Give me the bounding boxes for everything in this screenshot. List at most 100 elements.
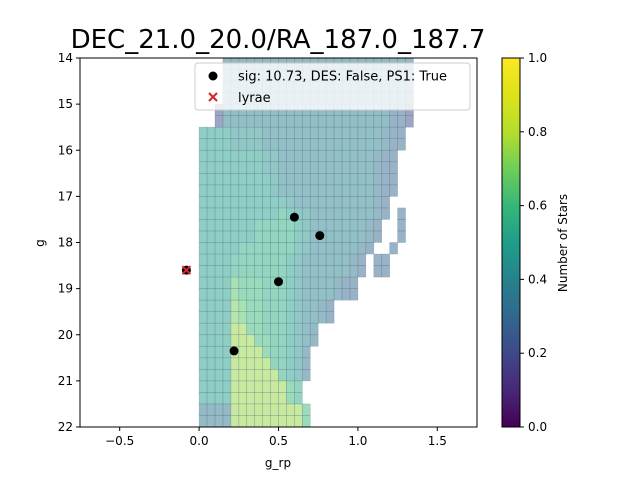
heatmap-cell xyxy=(341,138,351,151)
heatmap-cell xyxy=(309,276,319,289)
heatmap-cell xyxy=(317,242,327,255)
heatmap-cell xyxy=(222,299,232,312)
heatmap-cell xyxy=(302,138,311,151)
heatmap-cell xyxy=(262,242,271,255)
heatmap-cell xyxy=(254,230,263,243)
heatmap-cell xyxy=(262,357,271,370)
heatmap-cell xyxy=(206,357,216,370)
heatmap-cell xyxy=(278,149,287,163)
heatmap-cell xyxy=(246,196,255,209)
heatmap-cell xyxy=(222,403,232,416)
heatmap-cell xyxy=(238,253,248,266)
heatmap-cell xyxy=(365,184,375,197)
heatmap-cell xyxy=(302,230,311,243)
heatmap-cell xyxy=(349,138,359,151)
heatmap-cell xyxy=(206,196,216,209)
heatmap-cell xyxy=(278,299,287,312)
heatmap-cell xyxy=(373,126,383,140)
heatmap-cell xyxy=(365,242,375,255)
heatmap-cell xyxy=(278,380,287,393)
heatmap-cell xyxy=(214,184,224,197)
x-stroke xyxy=(181,265,192,275)
colorbar-tick-label: 1.0 xyxy=(528,51,547,65)
heatmap-cell xyxy=(254,149,263,163)
heatmap-cell xyxy=(278,253,287,266)
heatmap-cell xyxy=(302,184,311,197)
heatmap-cell xyxy=(262,253,271,266)
heatmap-cell xyxy=(389,184,398,197)
heatmap-cell xyxy=(254,253,263,266)
heatmap-cell xyxy=(254,138,263,151)
heatmap-cell xyxy=(214,149,224,163)
heatmap-cell xyxy=(254,173,263,186)
heatmap-cell xyxy=(222,288,232,301)
heatmap-cell xyxy=(222,161,232,174)
heatmap-cell xyxy=(246,115,255,128)
heatmap-cell xyxy=(349,173,359,186)
heatmap-cell xyxy=(214,380,224,393)
heatmap-cell xyxy=(278,415,287,427)
heatmap-cell xyxy=(198,196,208,209)
heatmap-cell xyxy=(286,311,295,324)
heatmap-cell xyxy=(349,184,359,197)
heatmap-cell xyxy=(278,369,287,382)
heatmap-cell xyxy=(397,219,406,232)
heatmap xyxy=(198,58,414,427)
heatmap-cell xyxy=(222,242,232,255)
heatmap-cell xyxy=(230,276,240,289)
heatmap-cell xyxy=(302,334,311,347)
heatmap-cell xyxy=(238,242,248,255)
heatmap-cell xyxy=(198,299,208,312)
heatmap-cell xyxy=(286,334,295,347)
heatmap-cell xyxy=(230,392,240,405)
heatmap-cell xyxy=(333,149,343,163)
heatmap-cell xyxy=(254,415,263,427)
heatmap-cell xyxy=(341,219,351,232)
heatmap-cell xyxy=(357,265,367,278)
heatmap-cell xyxy=(365,173,375,186)
legend: sig: 10.73, DES: False, PS1: True lyrae xyxy=(194,62,471,111)
heatmap-cell xyxy=(222,276,232,289)
heatmap-cell xyxy=(278,265,287,278)
heatmap-cell xyxy=(254,219,263,232)
heatmap-cell xyxy=(349,219,359,232)
heatmap-cell xyxy=(198,161,208,174)
heatmap-cell xyxy=(294,311,303,324)
heatmap-cell xyxy=(254,392,263,405)
heatmap-cell xyxy=(262,334,271,347)
heatmap-cell xyxy=(254,196,263,209)
heatmap-cell xyxy=(222,115,232,128)
heatmap-cell xyxy=(341,288,351,301)
heatmap-cell xyxy=(294,334,303,347)
heatmap-cell xyxy=(270,230,279,243)
heatmap-cell xyxy=(333,115,343,128)
heatmap-cell xyxy=(198,357,208,370)
heatmap-cell xyxy=(214,288,224,301)
heatmap-cell xyxy=(286,369,295,382)
heatmap-cell xyxy=(325,184,335,197)
heatmap-cell xyxy=(246,184,255,197)
data-point xyxy=(315,231,325,241)
heatmap-cell xyxy=(238,380,248,393)
heatmap-cell xyxy=(397,230,406,243)
heatmap-cell xyxy=(206,322,216,336)
heatmap-cell xyxy=(254,126,263,140)
heatmap-cell xyxy=(278,345,287,359)
heatmap-cell xyxy=(309,115,319,128)
heatmap-cell xyxy=(270,253,279,266)
heatmap-cell xyxy=(325,276,335,289)
heatmap-cell xyxy=(341,115,351,128)
scatter-series xyxy=(181,212,325,356)
heatmap-cell xyxy=(365,219,375,232)
heatmap-cell xyxy=(254,242,263,255)
heatmap-cell xyxy=(222,138,232,151)
heatmap-cell xyxy=(302,196,311,209)
heatmap-cell xyxy=(317,161,327,174)
heatmap-cell xyxy=(286,196,295,209)
heatmap-cell xyxy=(270,299,279,312)
heatmap-cell xyxy=(294,345,303,359)
heatmap-cell xyxy=(198,369,208,382)
heatmap-cell xyxy=(302,173,311,186)
heatmap-cell xyxy=(262,184,271,197)
heatmap-cell xyxy=(381,149,390,163)
